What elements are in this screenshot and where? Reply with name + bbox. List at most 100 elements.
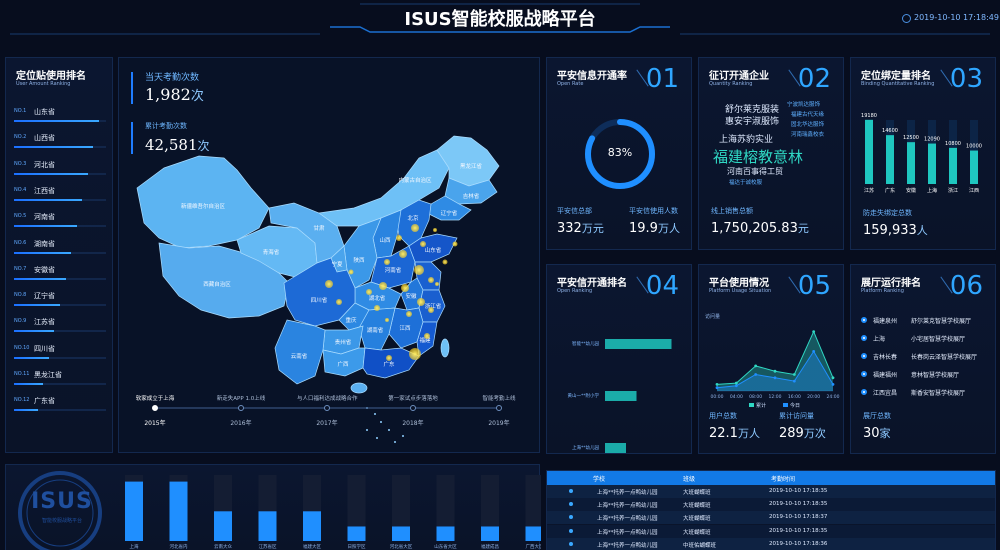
table-cell-time: 2019-10-10 17:18:35 — [769, 501, 828, 508]
ranking-no: NO.4 — [14, 186, 27, 193]
map-label: 广西 — [337, 360, 349, 368]
ranking-no: NO.10 — [14, 344, 30, 351]
ranking-item[interactable]: NO.8 辽宁省 — [14, 292, 106, 312]
region-bar-category: 福建大区 — [303, 543, 321, 550]
hall-name: 小宅居智慧学校展厅 — [911, 336, 966, 343]
binding-bar-group: 12500 安徽 — [903, 120, 919, 194]
stat-unit: 万元 — [581, 222, 604, 235]
ranking-no: NO.11 — [14, 371, 30, 377]
ranking-track — [14, 409, 106, 412]
timeline-dot — [238, 405, 244, 411]
binding-bar — [928, 143, 936, 184]
ranking-bar — [14, 383, 44, 385]
region-bar-category: 日照学区 — [348, 543, 366, 550]
table-header: 学校 班级 考勤时间 — [547, 471, 995, 485]
ranking-item[interactable]: NO.11 黑龙江省 — [14, 371, 106, 391]
ranking-item[interactable]: NO.12 广东省 — [14, 397, 106, 417]
region-bar-track — [525, 475, 541, 541]
panel-number: 02 — [797, 64, 831, 94]
region-bar-group: 日照学区 — [347, 475, 366, 550]
ranking-no: NO.1 — [14, 108, 27, 114]
binding-bar-category: 安徽 — [906, 187, 916, 194]
region-bar-track — [436, 475, 455, 541]
table-row[interactable]: 上海**托养一点鸭幼儿园 大班蝴蝶班 2019-10-10 17:18:35 — [547, 485, 995, 498]
sales-label: 线上销售总额 — [711, 207, 753, 215]
binding-bar-value: 10000 — [966, 144, 982, 150]
stat-label: 平安信总部 — [557, 207, 592, 215]
hall-name: 长春岗云泽智慧学校展厅 — [911, 354, 978, 361]
ranking-name: 安徽省 — [34, 265, 55, 274]
region-bar — [303, 511, 321, 541]
table-row[interactable]: 上海**托养一点鸭幼儿园 大班蝴蝶班 2019-10-10 17:18:35 — [547, 498, 995, 512]
ranking-name: 山东省 — [34, 108, 55, 116]
total-unit: 次 — [197, 139, 210, 153]
ranking-item[interactable]: NO.9 江苏省 — [14, 318, 106, 338]
table-row[interactable]: 上海**托养一点鸭幼儿园 中班佑蝴蝶班 2019-10-10 17:18:36 — [547, 537, 995, 550]
hall-row[interactable]: 江西宜昌 斯香安智慧学校展厅 — [861, 387, 991, 401]
hall-row[interactable]: 吉林长春 长春岗云泽智慧学校展厅 — [861, 351, 991, 365]
ranking-name: 河南省 — [34, 213, 55, 222]
usage-x-tick: 12:00 — [769, 394, 782, 400]
open-rate-panel: 平安信息开通率 Open Rate 01 83% 平安信总部 332万元 平安信… — [546, 57, 692, 250]
ranking-item[interactable]: NO.1 山东省 — [14, 108, 106, 128]
china-map[interactable]: 新疆维吾尔自治区 西藏自治区 青海省 甘肃 内蒙古自治区 黑龙江省 吉林省 辽宁… — [119, 58, 541, 454]
ranking-item[interactable]: NO.10 四川省 — [14, 345, 106, 365]
table-row[interactable]: 上海**托养一点鸭幼儿园 大班蝴蝶班 2019-10-10 17:18:35 — [547, 524, 995, 538]
table-row[interactable]: 上海**托养一点鸭幼儿园 大班蝴蝶班 2019-10-10 17:18:37 — [547, 511, 995, 525]
hall-row-dot — [861, 335, 867, 341]
ranking-bar — [14, 120, 99, 122]
usage-x-tick: 24:00 — [827, 394, 840, 400]
map-label: 青海省 — [263, 248, 280, 256]
timeline-dot — [324, 405, 330, 411]
hall-title: 展厅运行排名 — [861, 278, 921, 289]
isus-logo — [18, 471, 102, 550]
binding-bar-value: 14600 — [882, 128, 898, 134]
binding-panel: 定位绑定量排名 Binding Quantitative Ranking 03 … — [850, 57, 996, 250]
sales-value: 1,750,205.83元 — [711, 220, 809, 236]
hall-total-value: 30家 — [863, 425, 891, 441]
ranking-track — [14, 356, 106, 359]
ranking-no: NO.9 — [14, 318, 27, 325]
open-ranking-bar-group: 智能**幼儿园 — [572, 339, 672, 349]
map-region-taiwan — [440, 338, 450, 358]
ranking-name: 河北省 — [34, 160, 55, 169]
binding-bar-value: 19180 — [861, 113, 877, 119]
map-label: 甘肃 — [313, 224, 325, 232]
table-header-cell: 班级 — [683, 476, 696, 483]
usage-point — [715, 386, 719, 390]
hall-name: 舒尔莱克智慧学校展厅 — [911, 318, 972, 325]
ranking-item[interactable]: NO.4 江西省 — [14, 187, 106, 207]
region-bar-group: 山东省大区 — [434, 475, 457, 550]
timeline-event: 软家成立于上海 — [135, 396, 175, 402]
map-label: 黑龙江省 — [460, 162, 483, 170]
hall-row[interactable]: 上海 小宅居智慧学校展厅 — [861, 333, 991, 347]
usage-point — [812, 350, 816, 353]
hall-row-dot — [861, 371, 867, 377]
ranking-item[interactable]: NO.6 湖南省 — [14, 240, 106, 260]
table-cell-class: 中班佑蝴蝶班 — [683, 542, 717, 549]
region-bar-group: 福建大区 — [303, 475, 321, 550]
ranking-item[interactable]: NO.2 山西省 — [14, 134, 106, 154]
hall-total-unit: 家 — [879, 427, 891, 440]
binding-bar-value: 12500 — [903, 135, 919, 141]
ranking-item[interactable]: NO.7 安徽省 — [14, 266, 106, 286]
ranking-item[interactable]: NO.5 河南省 — [14, 213, 106, 233]
table-row-dot — [569, 502, 573, 507]
ranking-no: NO.6 — [14, 239, 27, 246]
binding-total-value: 159,933人 — [863, 222, 928, 238]
region-bar-category: 河北省大区 — [390, 543, 413, 550]
binding-total-number: 159,933 — [863, 223, 917, 238]
usage-x-tick: 04:00 — [730, 394, 743, 400]
ranking-bar — [14, 277, 66, 280]
stat-number: 22.1 — [709, 426, 738, 441]
ranking-item[interactable]: NO.3 河北省 — [14, 161, 106, 181]
table-cell-class: 大班蝴蝶班 — [683, 490, 711, 496]
open-ranking-category: 黄山一**附小学 — [568, 392, 600, 399]
map-label: 广东 — [383, 360, 395, 368]
hall-row[interactable]: 福建泉州 舒尔莱克智慧学校展厅 — [861, 315, 991, 329]
open-ranking-category: 上海**幼儿园 — [572, 444, 599, 451]
word-item: 舒尔莱克服装 — [725, 105, 780, 115]
map-region-xinjiang — [136, 155, 270, 249]
hall-row[interactable]: 福建福州 意林智慧学校展厅 — [861, 369, 991, 383]
